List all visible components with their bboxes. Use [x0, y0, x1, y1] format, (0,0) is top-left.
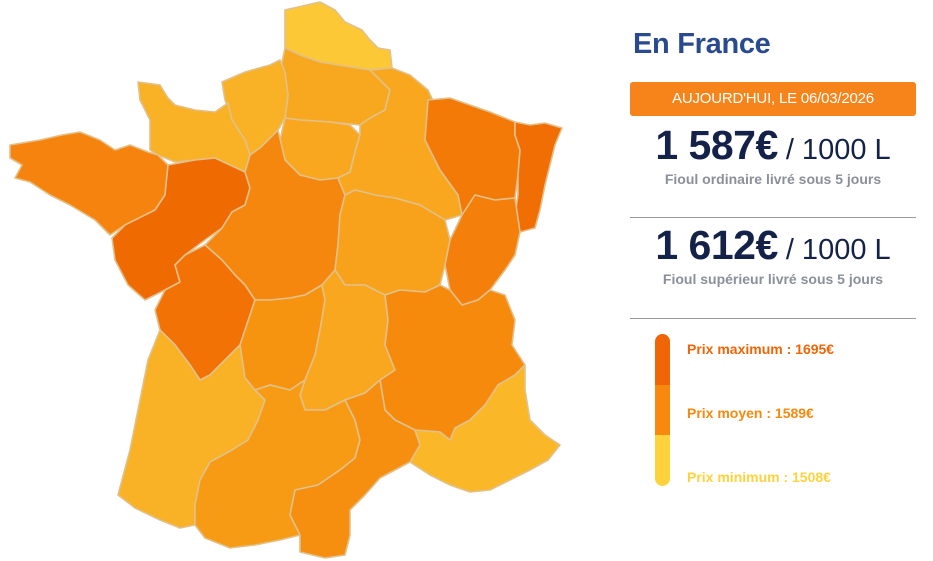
price-unit: / 1000 L — [777, 134, 891, 166]
region-languedoc-roussillon[interactable] — [289, 379, 421, 559]
price-description: Fioul supérieur livré sous 5 jours — [662, 271, 884, 287]
price-value: 1 587€ — [655, 122, 778, 168]
price-value: 1 612€ — [655, 222, 778, 268]
price-unit: / 1000 L — [777, 234, 891, 266]
legend-avg-label: Prix moyen : 1589€ — [687, 405, 814, 421]
legend-max-label: Prix maximum : 1695€ — [687, 341, 835, 357]
date-banner: AUJOURD'HUI, LE 06/03/2026 — [630, 82, 916, 116]
divider — [630, 318, 916, 319]
panel-title: En France — [633, 28, 771, 60]
divider — [630, 217, 916, 218]
legend-swatch-avg — [655, 384, 670, 436]
france-regions-map — [9, 1, 563, 559]
price-description: Fioul ordinaire livré sous 5 jours — [664, 171, 882, 187]
region-alsace[interactable] — [514, 121, 563, 233]
price-ordinaire: 1 587€ / 1000 L Fioul ordinaire livré so… — [630, 122, 916, 187]
region-franche-comte[interactable] — [444, 194, 521, 306]
legend-swatch-min — [655, 435, 670, 486]
region-paca[interactable] — [409, 364, 561, 493]
legend-min-label: Prix minimum : 1508€ — [687, 469, 831, 485]
legend-swatch-max — [655, 334, 670, 385]
price-superieur: 1 612€ / 1000 L Fioul supérieur livré so… — [630, 222, 916, 287]
price-legend-gradient — [655, 334, 670, 486]
